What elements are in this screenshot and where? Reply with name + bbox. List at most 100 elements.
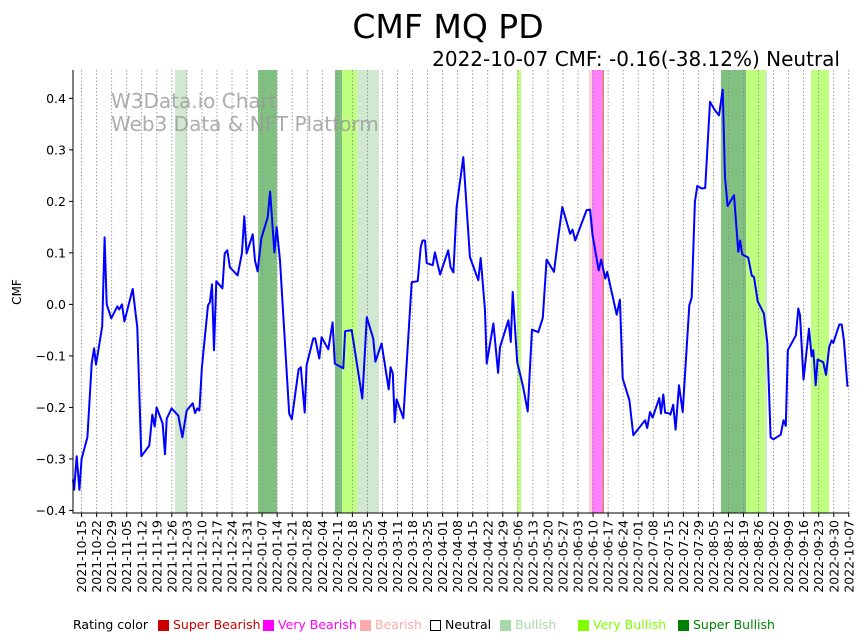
x-tick-label: 2022-04-01	[435, 520, 450, 593]
x-tick-label: 2022-07-15	[661, 520, 676, 593]
watermark-line2: Web3 Data & NFT Platform	[111, 112, 379, 136]
legend-label-very-bearish: Very Bearish	[278, 617, 357, 632]
x-tick-label: 2021-12-10	[194, 520, 209, 593]
x-tick-label: 2022-06-03	[571, 520, 586, 593]
band-bullish	[764, 70, 768, 513]
x-tick-label: 2022-02-18	[345, 520, 360, 593]
x-tick-label: 2022-09-02	[766, 520, 781, 593]
x-tick-label: 2022-06-24	[616, 520, 631, 593]
series-layer	[72, 88, 849, 491]
legend-swatch-super-bullish	[678, 620, 689, 631]
x-tick-label: 2022-02-25	[360, 520, 375, 593]
y-tick-label: 0.2	[46, 194, 66, 209]
band-bearish	[588, 70, 592, 513]
y-axis-ticks: 0.4 0.3 0.2 0.1 0.0 −0.1 −0.2 −0.3 −0.4	[36, 91, 73, 518]
x-tick-label: 2022-10-07	[841, 520, 856, 593]
band-bullish	[175, 70, 188, 513]
x-tick-label: 2022-04-08	[450, 520, 465, 593]
x-tick-label: 2021-11-19	[149, 520, 164, 593]
x-tick-label: 2022-04-29	[495, 520, 510, 593]
band-super-bullish	[258, 70, 277, 513]
x-tick-label: 2021-11-05	[119, 520, 134, 593]
legend: Rating color Super Bearish Very Bearish Be…	[73, 617, 775, 632]
x-axis-ticks: 2021-10-15 2021-10-22 2021-10-29 2021-11-05…	[74, 513, 856, 593]
x-tick-label: 2022-05-06	[510, 520, 525, 593]
legend-swatch-very-bearish	[263, 620, 274, 631]
cmf-line	[72, 88, 849, 491]
x-tick-label: 2021-12-17	[209, 520, 224, 593]
x-tick-label: 2022-08-19	[736, 520, 751, 593]
y-axis-label: CMF	[10, 279, 24, 305]
legend-swatch-bullish	[500, 620, 511, 631]
x-tick-label: 2022-09-16	[796, 520, 811, 593]
x-tick-label: 2022-06-10	[586, 520, 601, 593]
legend-label-super-bullish: Super Bullish	[693, 617, 775, 632]
x-tick-label: 2022-05-20	[540, 520, 555, 593]
x-tick-label: 2022-07-01	[631, 520, 646, 593]
x-tick-label: 2022-01-14	[270, 520, 285, 593]
x-tick-label: 2022-08-12	[721, 520, 736, 593]
x-tick-label: 2021-12-24	[225, 520, 240, 593]
y-tick-label: 0.3	[46, 142, 66, 157]
legend-label-bullish: Bullish	[515, 617, 556, 632]
legend-title: Rating color	[73, 617, 149, 632]
x-gridlines	[81, 70, 850, 513]
x-tick-label: 2021-10-29	[104, 520, 119, 593]
x-tick-label: 2022-01-07	[255, 520, 270, 593]
x-tick-label: 2022-03-04	[375, 520, 390, 593]
x-tick-label: 2022-02-11	[330, 520, 345, 593]
x-tick-label: 2022-05-27	[555, 520, 570, 593]
x-tick-label: 2022-05-13	[525, 520, 540, 593]
x-tick-label: 2022-03-18	[405, 520, 420, 593]
x-tick-label: 2022-07-08	[646, 520, 661, 593]
x-tick-label: 2022-09-23	[811, 520, 826, 593]
legend-swatch-bearish	[360, 620, 371, 631]
x-tick-label: 2021-12-03	[179, 520, 194, 593]
rating-bands	[175, 70, 830, 513]
legend-label-bearish: Bearish	[375, 617, 422, 632]
legend-swatch-super-bearish	[158, 620, 169, 631]
chart-subtitle: 2022-10-07 CMF: -0.16(-38.12%) Neutral	[432, 47, 840, 71]
x-tick-label: 2022-04-15	[465, 520, 480, 593]
x-tick-label: 2021-11-12	[134, 520, 149, 593]
y-tick-label: 0.4	[46, 91, 66, 106]
x-tick-label: 2022-06-17	[601, 520, 616, 593]
y-tick-label: −0.1	[36, 348, 66, 363]
x-tick-label: 2021-10-15	[74, 520, 89, 593]
y-tick-label: −0.2	[36, 400, 66, 415]
x-tick-label: 2022-09-09	[781, 520, 796, 593]
x-tick-label: 2022-01-21	[285, 520, 300, 593]
band-very-bullish	[516, 70, 522, 513]
x-tick-label: 2022-03-11	[390, 520, 405, 593]
x-tick-label: 2022-07-22	[676, 520, 691, 593]
y-tick-label: −0.4	[36, 503, 66, 518]
x-tick-label: 2022-09-30	[826, 520, 841, 593]
band-super-bearish	[602, 70, 605, 513]
y-tick-label: 0.1	[46, 245, 66, 260]
x-tick-label: 2022-02-04	[315, 520, 330, 593]
x-tick-label: 2022-07-29	[691, 520, 706, 593]
x-tick-label: 2022-08-05	[706, 520, 721, 593]
x-tick-label: 2022-04-22	[480, 520, 495, 593]
x-tick-label: 2022-03-25	[420, 520, 435, 593]
chart-title: CMF MQ PD	[352, 7, 543, 46]
legend-label-neutral: Neutral	[445, 617, 491, 632]
legend-label-very-bullish: Very Bullish	[593, 617, 666, 632]
band-very-bullish	[342, 70, 358, 513]
legend-swatch-very-bullish	[578, 620, 589, 631]
x-tick-label: 2022-01-28	[300, 520, 315, 593]
y-tick-label: 0.0	[46, 297, 66, 312]
x-tick-label: 2021-12-31	[240, 520, 255, 593]
x-tick-label: 2021-11-26	[164, 520, 179, 593]
y-tick-label: −0.3	[36, 451, 66, 466]
watermark-line1: W3Data.io Chart	[111, 89, 277, 113]
band-very-bullish	[810, 70, 830, 513]
legend-swatch-neutral	[430, 620, 441, 631]
band-very-bearish	[591, 70, 603, 513]
band-bullish	[357, 70, 380, 513]
x-tick-label: 2022-08-26	[751, 520, 766, 593]
x-tick-label: 2021-10-22	[89, 520, 104, 593]
band-super-bullish	[334, 70, 343, 513]
legend-label-super-bearish: Super Bearish	[173, 617, 261, 632]
